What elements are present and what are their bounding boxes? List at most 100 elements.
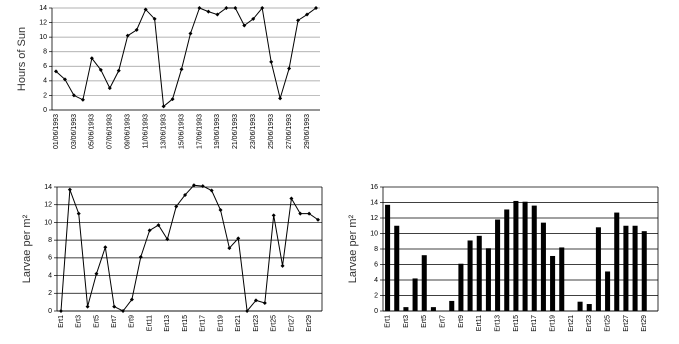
x-tick-label: Ert1 bbox=[384, 315, 391, 328]
marker bbox=[134, 27, 139, 32]
marker bbox=[298, 211, 303, 216]
marker bbox=[296, 18, 301, 23]
y-tick-label: 12 bbox=[370, 215, 378, 222]
y-tick-label: 12 bbox=[39, 19, 47, 26]
x-tick-label: Ert7 bbox=[111, 315, 118, 328]
y-tick-label: 4 bbox=[43, 78, 47, 85]
marker bbox=[71, 93, 76, 98]
bar bbox=[540, 222, 546, 311]
x-tick-label: Ert25 bbox=[604, 315, 611, 332]
x-tick-label: Ert29 bbox=[641, 315, 648, 332]
marker bbox=[67, 187, 72, 192]
bar bbox=[531, 205, 537, 311]
y-tick-label: 2 bbox=[48, 290, 52, 297]
x-tick-label: 13/06/1993 bbox=[160, 114, 167, 149]
marker bbox=[251, 16, 256, 21]
bar bbox=[385, 204, 391, 311]
marker bbox=[200, 184, 205, 189]
x-tick-label: Ert21 bbox=[235, 315, 242, 332]
x-tick-label: Ert19 bbox=[549, 315, 556, 332]
x-tick-label: Ert17 bbox=[531, 315, 538, 332]
x-tick-label: Ert27 bbox=[623, 315, 630, 332]
x-tick-label: Ert3 bbox=[76, 315, 83, 328]
bar bbox=[412, 278, 418, 311]
marker bbox=[89, 56, 94, 61]
x-tick-label: Ert7 bbox=[439, 315, 446, 328]
y-tick-label: 0 bbox=[48, 308, 52, 315]
x-tick-label: 11/06/1993 bbox=[142, 114, 149, 149]
marker bbox=[62, 77, 67, 82]
x-tick-label: Ert1 bbox=[58, 315, 65, 328]
marker bbox=[165, 237, 170, 242]
y-tick-label: 2 bbox=[374, 292, 378, 299]
bar bbox=[641, 231, 647, 311]
bar bbox=[485, 248, 491, 311]
y-tick-label: 4 bbox=[48, 272, 52, 279]
x-tick-label: Ert19 bbox=[217, 315, 224, 332]
x-tick-label: 15/06/1993 bbox=[178, 114, 185, 149]
marker bbox=[242, 23, 247, 28]
marker bbox=[253, 298, 258, 303]
marker bbox=[197, 6, 202, 10]
marker bbox=[262, 301, 267, 306]
bar bbox=[595, 227, 601, 311]
y-tick-label: 12 bbox=[44, 202, 52, 209]
line bbox=[55, 6, 317, 108]
marker bbox=[174, 204, 179, 209]
x-tick-label: Ert15 bbox=[182, 315, 189, 332]
marker bbox=[76, 211, 81, 216]
marker bbox=[121, 309, 126, 313]
y-tick-label: 10 bbox=[39, 34, 47, 41]
bar bbox=[467, 240, 473, 311]
marker bbox=[161, 104, 166, 109]
y-tick-label: 14 bbox=[44, 184, 52, 191]
bar bbox=[476, 235, 482, 311]
marker bbox=[129, 297, 134, 302]
bar bbox=[403, 307, 409, 311]
bar bbox=[458, 263, 464, 311]
y-axis-label: Hours of Sun bbox=[16, 27, 28, 91]
bar bbox=[586, 304, 592, 311]
marker bbox=[94, 271, 99, 276]
marker bbox=[289, 196, 294, 201]
marker bbox=[314, 6, 318, 10]
marker bbox=[188, 31, 193, 36]
y-axis-label: Larvae per m² bbox=[21, 214, 33, 283]
marker bbox=[54, 69, 58, 74]
y-tick-label: 0 bbox=[43, 107, 47, 114]
marker bbox=[191, 183, 196, 188]
x-tick-label: Ert17 bbox=[200, 315, 207, 332]
bar bbox=[449, 300, 455, 311]
x-tick-label: Ert13 bbox=[164, 315, 171, 332]
bar bbox=[550, 255, 556, 311]
x-tick-label: 01/06/1993 bbox=[53, 114, 60, 149]
marker bbox=[80, 97, 85, 102]
x-tick-label: Ert11 bbox=[476, 315, 483, 331]
marker bbox=[236, 236, 241, 241]
marker bbox=[59, 309, 63, 313]
marker bbox=[269, 59, 274, 64]
marker bbox=[227, 246, 232, 251]
y-tick-label: 8 bbox=[374, 246, 378, 253]
x-tick-label: 03/06/1993 bbox=[71, 114, 78, 149]
y-tick-label: 8 bbox=[48, 237, 52, 244]
x-tick-label: Ert15 bbox=[513, 315, 520, 332]
x-tick-label: 25/06/1993 bbox=[268, 114, 275, 149]
marker bbox=[116, 68, 121, 73]
x-tick-label: 29/06/1993 bbox=[304, 114, 311, 149]
x-tick-label: Ert29 bbox=[306, 315, 313, 332]
x-tick-label: Ert13 bbox=[494, 315, 501, 332]
x-tick-label: 19/06/1993 bbox=[214, 114, 221, 149]
marker bbox=[85, 304, 90, 309]
marker bbox=[307, 211, 312, 216]
marker bbox=[147, 228, 152, 233]
x-tick-label: 07/06/1993 bbox=[107, 114, 114, 149]
x-tick-label: Ert5 bbox=[421, 315, 428, 328]
marker bbox=[138, 254, 143, 259]
y-tick-label: 0 bbox=[374, 308, 378, 315]
x-tick-label: Ert9 bbox=[458, 315, 465, 328]
marker bbox=[103, 245, 108, 250]
marker bbox=[280, 263, 285, 268]
bar bbox=[614, 212, 620, 311]
bar bbox=[421, 255, 427, 311]
